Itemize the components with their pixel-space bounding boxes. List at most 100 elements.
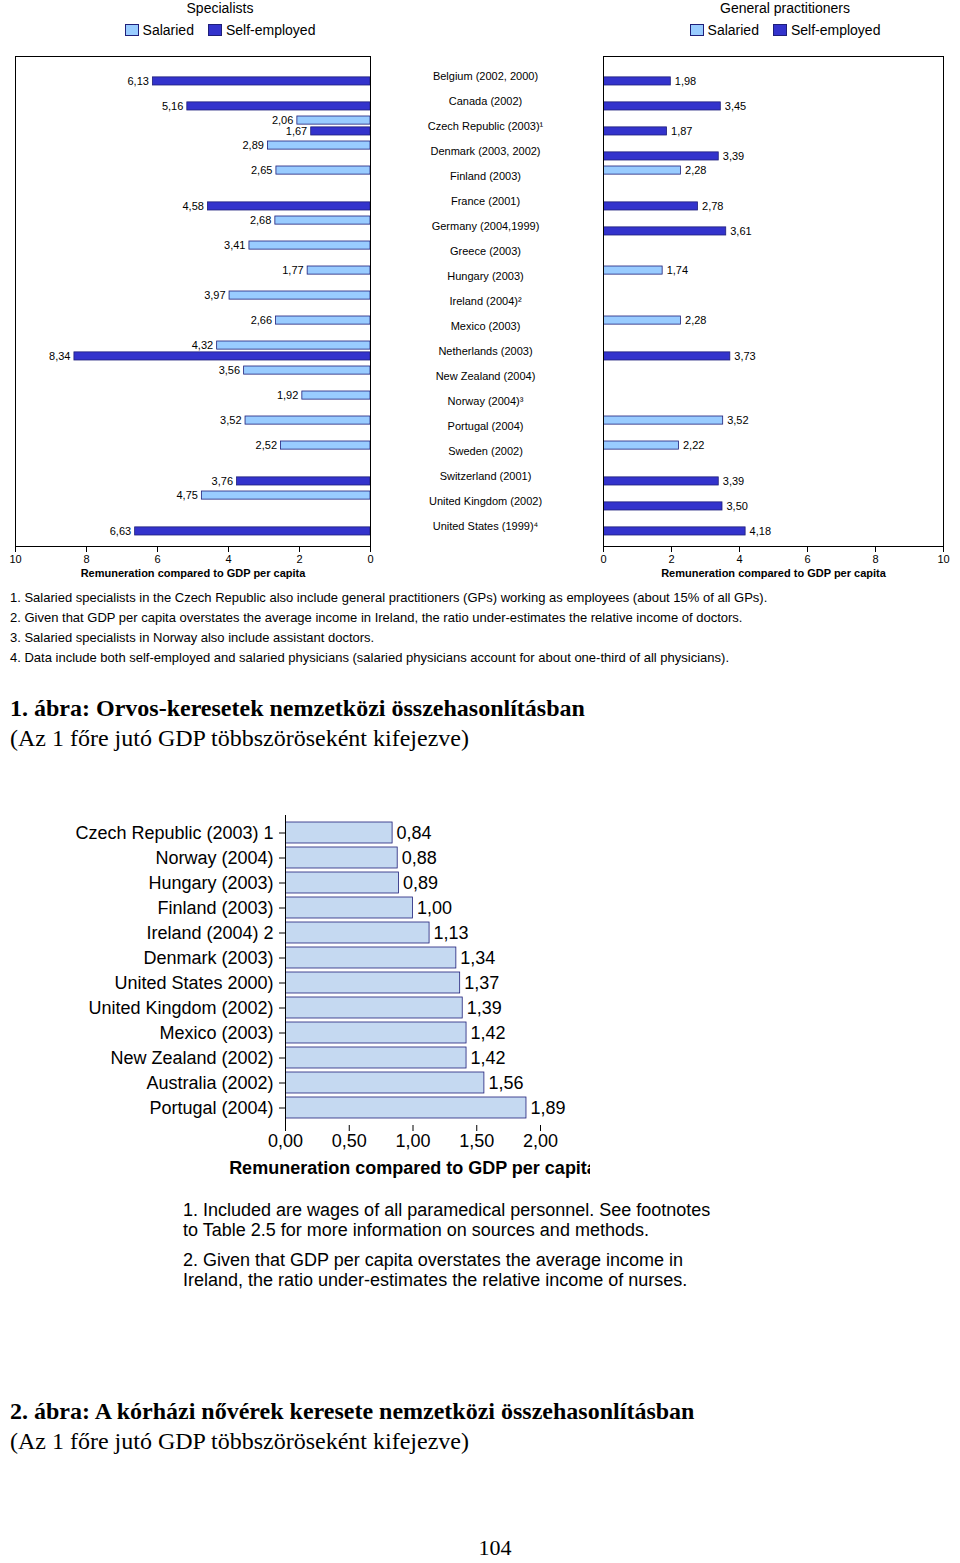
svg-text:0: 0 <box>600 553 606 565</box>
svg-text:2: 2 <box>668 553 674 565</box>
svg-text:2,78: 2,78 <box>702 200 723 212</box>
svg-text:8,34: 8,34 <box>49 350 70 362</box>
svg-text:2,28: 2,28 <box>685 164 706 176</box>
svg-text:Sweden (2002): Sweden (2002) <box>448 445 523 457</box>
svg-text:New Zealand (2002): New Zealand (2002) <box>110 1048 273 1068</box>
svg-text:2,22: 2,22 <box>683 439 704 451</box>
svg-text:6: 6 <box>154 553 160 565</box>
svg-text:France (2001): France (2001) <box>451 195 520 207</box>
svg-text:United Kingdom (2002): United Kingdom (2002) <box>429 495 542 507</box>
svg-text:1,56: 1,56 <box>488 1073 523 1093</box>
html-text:2. Given that GDP per capita o: 2. Given that GDP per capita overstates … <box>183 1250 688 1290</box>
svg-text:Netherlands (2003): Netherlands (2003) <box>438 345 532 357</box>
svg-text:3,76: 3,76 <box>212 475 233 487</box>
svg-text:1,87: 1,87 <box>671 125 692 137</box>
svg-text:3,73: 3,73 <box>734 350 755 362</box>
svg-text:10: 10 <box>937 553 949 565</box>
svg-text:3,97: 3,97 <box>204 289 225 301</box>
svg-text:Czech Republic (2003)¹: Czech Republic (2003)¹ <box>428 120 544 132</box>
html-text:1. Included are wages of all p: 1. Included are wages of all paramedical… <box>183 1200 711 1240</box>
svg-text:3,61: 3,61 <box>730 225 751 237</box>
svg-text:Germany (2004,1999): Germany (2004,1999) <box>432 220 540 232</box>
svg-text:2: 2 <box>296 553 302 565</box>
svg-text:2,52: 2,52 <box>256 439 277 451</box>
svg-text:Hungary (2003): Hungary (2003) <box>148 873 273 893</box>
svg-text:2,66: 2,66 <box>251 314 272 326</box>
svg-text:1,13: 1,13 <box>434 923 469 943</box>
svg-text:3,50: 3,50 <box>727 500 748 512</box>
svg-text:Finland (2003): Finland (2003) <box>157 898 273 918</box>
svg-text:2,65: 2,65 <box>251 164 272 176</box>
svg-text:1,92: 1,92 <box>277 389 298 401</box>
svg-text:6,13: 6,13 <box>127 75 148 87</box>
svg-text:0,50: 0,50 <box>332 1131 367 1151</box>
svg-text:4: 4 <box>225 553 231 565</box>
svg-text:Remuneration compared to GDP p: Remuneration compared to GDP per capita <box>661 567 887 579</box>
svg-text:3,52: 3,52 <box>727 414 748 426</box>
svg-text:3,52: 3,52 <box>220 414 241 426</box>
svg-text:Remuneration compared to GDP p: Remuneration compared to GDP per capita <box>229 1158 590 1178</box>
svg-text:Czech Republic (2003) 1: Czech Republic (2003) 1 <box>75 823 273 843</box>
svg-text:0,88: 0,88 <box>402 848 437 868</box>
svg-text:6,63: 6,63 <box>110 525 131 537</box>
svg-text:2,89: 2,89 <box>242 139 263 151</box>
svg-text:0,89: 0,89 <box>403 873 438 893</box>
svg-text:1,42: 1,42 <box>471 1048 506 1068</box>
svg-text:8: 8 <box>872 553 878 565</box>
svg-text:1,39: 1,39 <box>467 998 502 1018</box>
svg-text:4,75: 4,75 <box>176 489 197 501</box>
svg-text:1,67: 1,67 <box>286 125 307 137</box>
svg-text:5,16: 5,16 <box>162 100 183 112</box>
svg-text:1,37: 1,37 <box>464 973 499 993</box>
svg-text:3,45: 3,45 <box>725 100 746 112</box>
svg-text:Switzerland (2001): Switzerland (2001) <box>440 470 532 482</box>
svg-text:Denmark (2003, 2002): Denmark (2003, 2002) <box>430 145 540 157</box>
svg-text:Norway (2004): Norway (2004) <box>155 848 273 868</box>
svg-text:3,56: 3,56 <box>219 364 240 376</box>
svg-text:Australia (2002): Australia (2002) <box>146 1073 273 1093</box>
svg-text:Canada (2002): Canada (2002) <box>449 95 522 107</box>
svg-text:Belgium (2002, 2000): Belgium (2002, 2000) <box>433 70 538 82</box>
svg-text:10: 10 <box>9 553 21 565</box>
svg-text:4,58: 4,58 <box>182 200 203 212</box>
svg-text:2,68: 2,68 <box>250 214 271 226</box>
svg-text:0,84: 0,84 <box>397 823 432 843</box>
svg-text:2,28: 2,28 <box>685 314 706 326</box>
svg-text:Ireland (2004) 2: Ireland (2004) 2 <box>146 923 273 943</box>
svg-text:1,50: 1,50 <box>459 1131 494 1151</box>
svg-text:1,34: 1,34 <box>460 948 495 968</box>
svg-text:United States (1999)⁴: United States (1999)⁴ <box>433 520 539 532</box>
svg-text:0: 0 <box>367 553 373 565</box>
svg-text:United Kingdom (2002): United Kingdom (2002) <box>88 998 273 1018</box>
svg-text:1,74: 1,74 <box>667 264 688 276</box>
svg-text:3,41: 3,41 <box>224 239 245 251</box>
svg-text:Greece (2003): Greece (2003) <box>450 245 521 257</box>
svg-text:4,32: 4,32 <box>192 339 213 351</box>
svg-text:Finland (2003): Finland (2003) <box>450 170 521 182</box>
svg-text:4,18: 4,18 <box>750 525 771 537</box>
svg-text:4: 4 <box>736 553 742 565</box>
svg-text:Portugal (2004): Portugal (2004) <box>149 1098 273 1118</box>
svg-text:3,39: 3,39 <box>723 150 744 162</box>
svg-text:Denmark (2003): Denmark (2003) <box>143 948 273 968</box>
svg-text:New Zealand (2004): New Zealand (2004) <box>436 370 536 382</box>
svg-text:1,42: 1,42 <box>471 1023 506 1043</box>
svg-text:2,00: 2,00 <box>523 1131 558 1151</box>
svg-text:8: 8 <box>83 553 89 565</box>
svg-text:3,39: 3,39 <box>723 475 744 487</box>
svg-text:Ireland (2004)²: Ireland (2004)² <box>449 295 521 307</box>
svg-text:1,00: 1,00 <box>395 1131 430 1151</box>
svg-text:Mexico (2003): Mexico (2003) <box>159 1023 273 1043</box>
svg-text:United States 2000): United States 2000) <box>114 973 273 993</box>
svg-text:Remuneration compared to GDP p: Remuneration compared to GDP per capita <box>81 567 307 579</box>
svg-text:Mexico (2003): Mexico (2003) <box>451 320 521 332</box>
svg-text:Portugal (2004): Portugal (2004) <box>448 420 524 432</box>
svg-text:Norway (2004)³: Norway (2004)³ <box>448 395 524 407</box>
svg-text:6: 6 <box>804 553 810 565</box>
svg-text:0,00: 0,00 <box>268 1131 303 1151</box>
svg-text:1,98: 1,98 <box>675 75 696 87</box>
svg-text:1,89: 1,89 <box>530 1098 565 1118</box>
svg-text:1,77: 1,77 <box>282 264 303 276</box>
svg-text:Hungary (2003): Hungary (2003) <box>447 270 523 282</box>
svg-text:1,00: 1,00 <box>417 898 452 918</box>
